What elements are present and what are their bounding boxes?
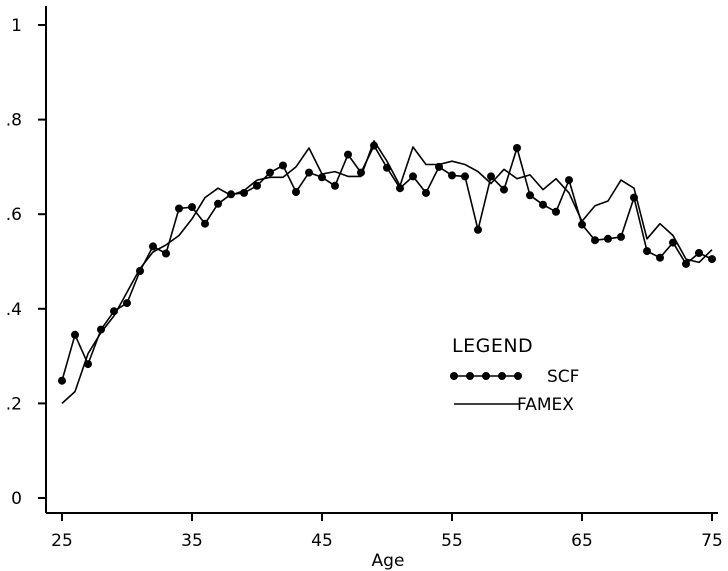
- legend-scf-marker: [514, 372, 522, 380]
- data-point-scf: [682, 259, 690, 268]
- legend-entry-scf: SCF: [450, 367, 579, 387]
- data-point-scf: [409, 172, 417, 181]
- y-tick-label: .6: [6, 205, 22, 225]
- data-point-scf: [266, 168, 274, 177]
- y-tick-label: 0: [11, 489, 22, 509]
- x-axis-title: Age: [372, 551, 405, 571]
- data-point-scf: [513, 144, 521, 152]
- data-point-scf: [253, 181, 261, 190]
- data-point-scf: [175, 204, 183, 213]
- legend-scf-marker: [450, 372, 458, 380]
- legend-scf-label: SCF: [547, 367, 579, 387]
- axes: 0 .2 .4 .6 .8 1 25 35 45 55 65 75 Age: [6, 6, 723, 571]
- x-ticks: 25 35 45 55 65 75: [51, 513, 723, 551]
- x-tick-label: 75: [701, 531, 723, 551]
- x-tick-label: 55: [441, 531, 463, 551]
- data-point-scf: [708, 255, 716, 264]
- data-point-scf: [461, 172, 469, 181]
- data-point-scf: [487, 172, 495, 181]
- legend-entry-famex: FAMEX: [454, 395, 574, 415]
- data-point-scf: [578, 220, 586, 229]
- data-point-scf: [448, 171, 456, 180]
- data-point-scf: [695, 249, 703, 257]
- data-point-scf: [422, 188, 430, 197]
- series-line-famex: [61, 140, 713, 404]
- data-point-scf: [318, 173, 326, 182]
- series-layer: [58, 140, 716, 404]
- x-tick-label: 25: [51, 531, 73, 551]
- data-point-scf: [201, 219, 209, 228]
- data-point-scf: [188, 203, 196, 212]
- data-point-scf: [305, 168, 313, 177]
- data-point-scf: [214, 199, 222, 208]
- data-point-scf: [500, 185, 508, 194]
- data-point-scf: [58, 376, 66, 385]
- legend-scf-marker: [482, 372, 490, 380]
- data-point-scf: [474, 225, 482, 234]
- data-point-scf: [344, 150, 352, 159]
- data-point-scf: [591, 236, 599, 245]
- data-point-scf: [604, 234, 612, 243]
- data-point-scf: [227, 190, 235, 199]
- data-point-scf: [617, 232, 625, 241]
- data-point-scf: [279, 161, 287, 170]
- data-point-scf: [656, 253, 664, 262]
- data-point-scf: [565, 176, 573, 185]
- data-point-scf: [552, 207, 560, 216]
- data-point-scf: [526, 191, 534, 200]
- y-tick-label: .2: [6, 394, 22, 414]
- legend-famex-label: FAMEX: [517, 395, 574, 415]
- series-line-scf: [61, 144, 713, 381]
- data-point-scf: [643, 247, 651, 256]
- y-tick-label: 1: [11, 16, 22, 36]
- y-tick-label: .4: [6, 300, 22, 320]
- data-point-scf: [396, 184, 404, 193]
- data-point-scf: [149, 242, 157, 251]
- data-point-scf: [84, 360, 92, 369]
- data-point-scf: [292, 188, 300, 196]
- y-ticks: 0 .2 .4 .6 .8 1: [6, 16, 46, 509]
- legend-scf-marker: [466, 372, 474, 380]
- y-tick-label: .8: [6, 111, 22, 131]
- x-tick-label: 45: [311, 531, 333, 551]
- legend-scf-marker: [498, 372, 506, 380]
- x-tick-label: 35: [181, 531, 203, 551]
- data-point-scf: [331, 181, 339, 190]
- x-tick-label: 65: [571, 531, 593, 551]
- data-point-scf: [97, 325, 105, 334]
- data-point-scf: [539, 200, 547, 209]
- data-point-scf: [123, 299, 131, 308]
- legend-title: LEGEND: [452, 335, 533, 357]
- data-point-scf: [162, 249, 170, 258]
- legend: LEGEND SCF FAMEX: [450, 335, 579, 415]
- data-point-scf: [71, 330, 79, 339]
